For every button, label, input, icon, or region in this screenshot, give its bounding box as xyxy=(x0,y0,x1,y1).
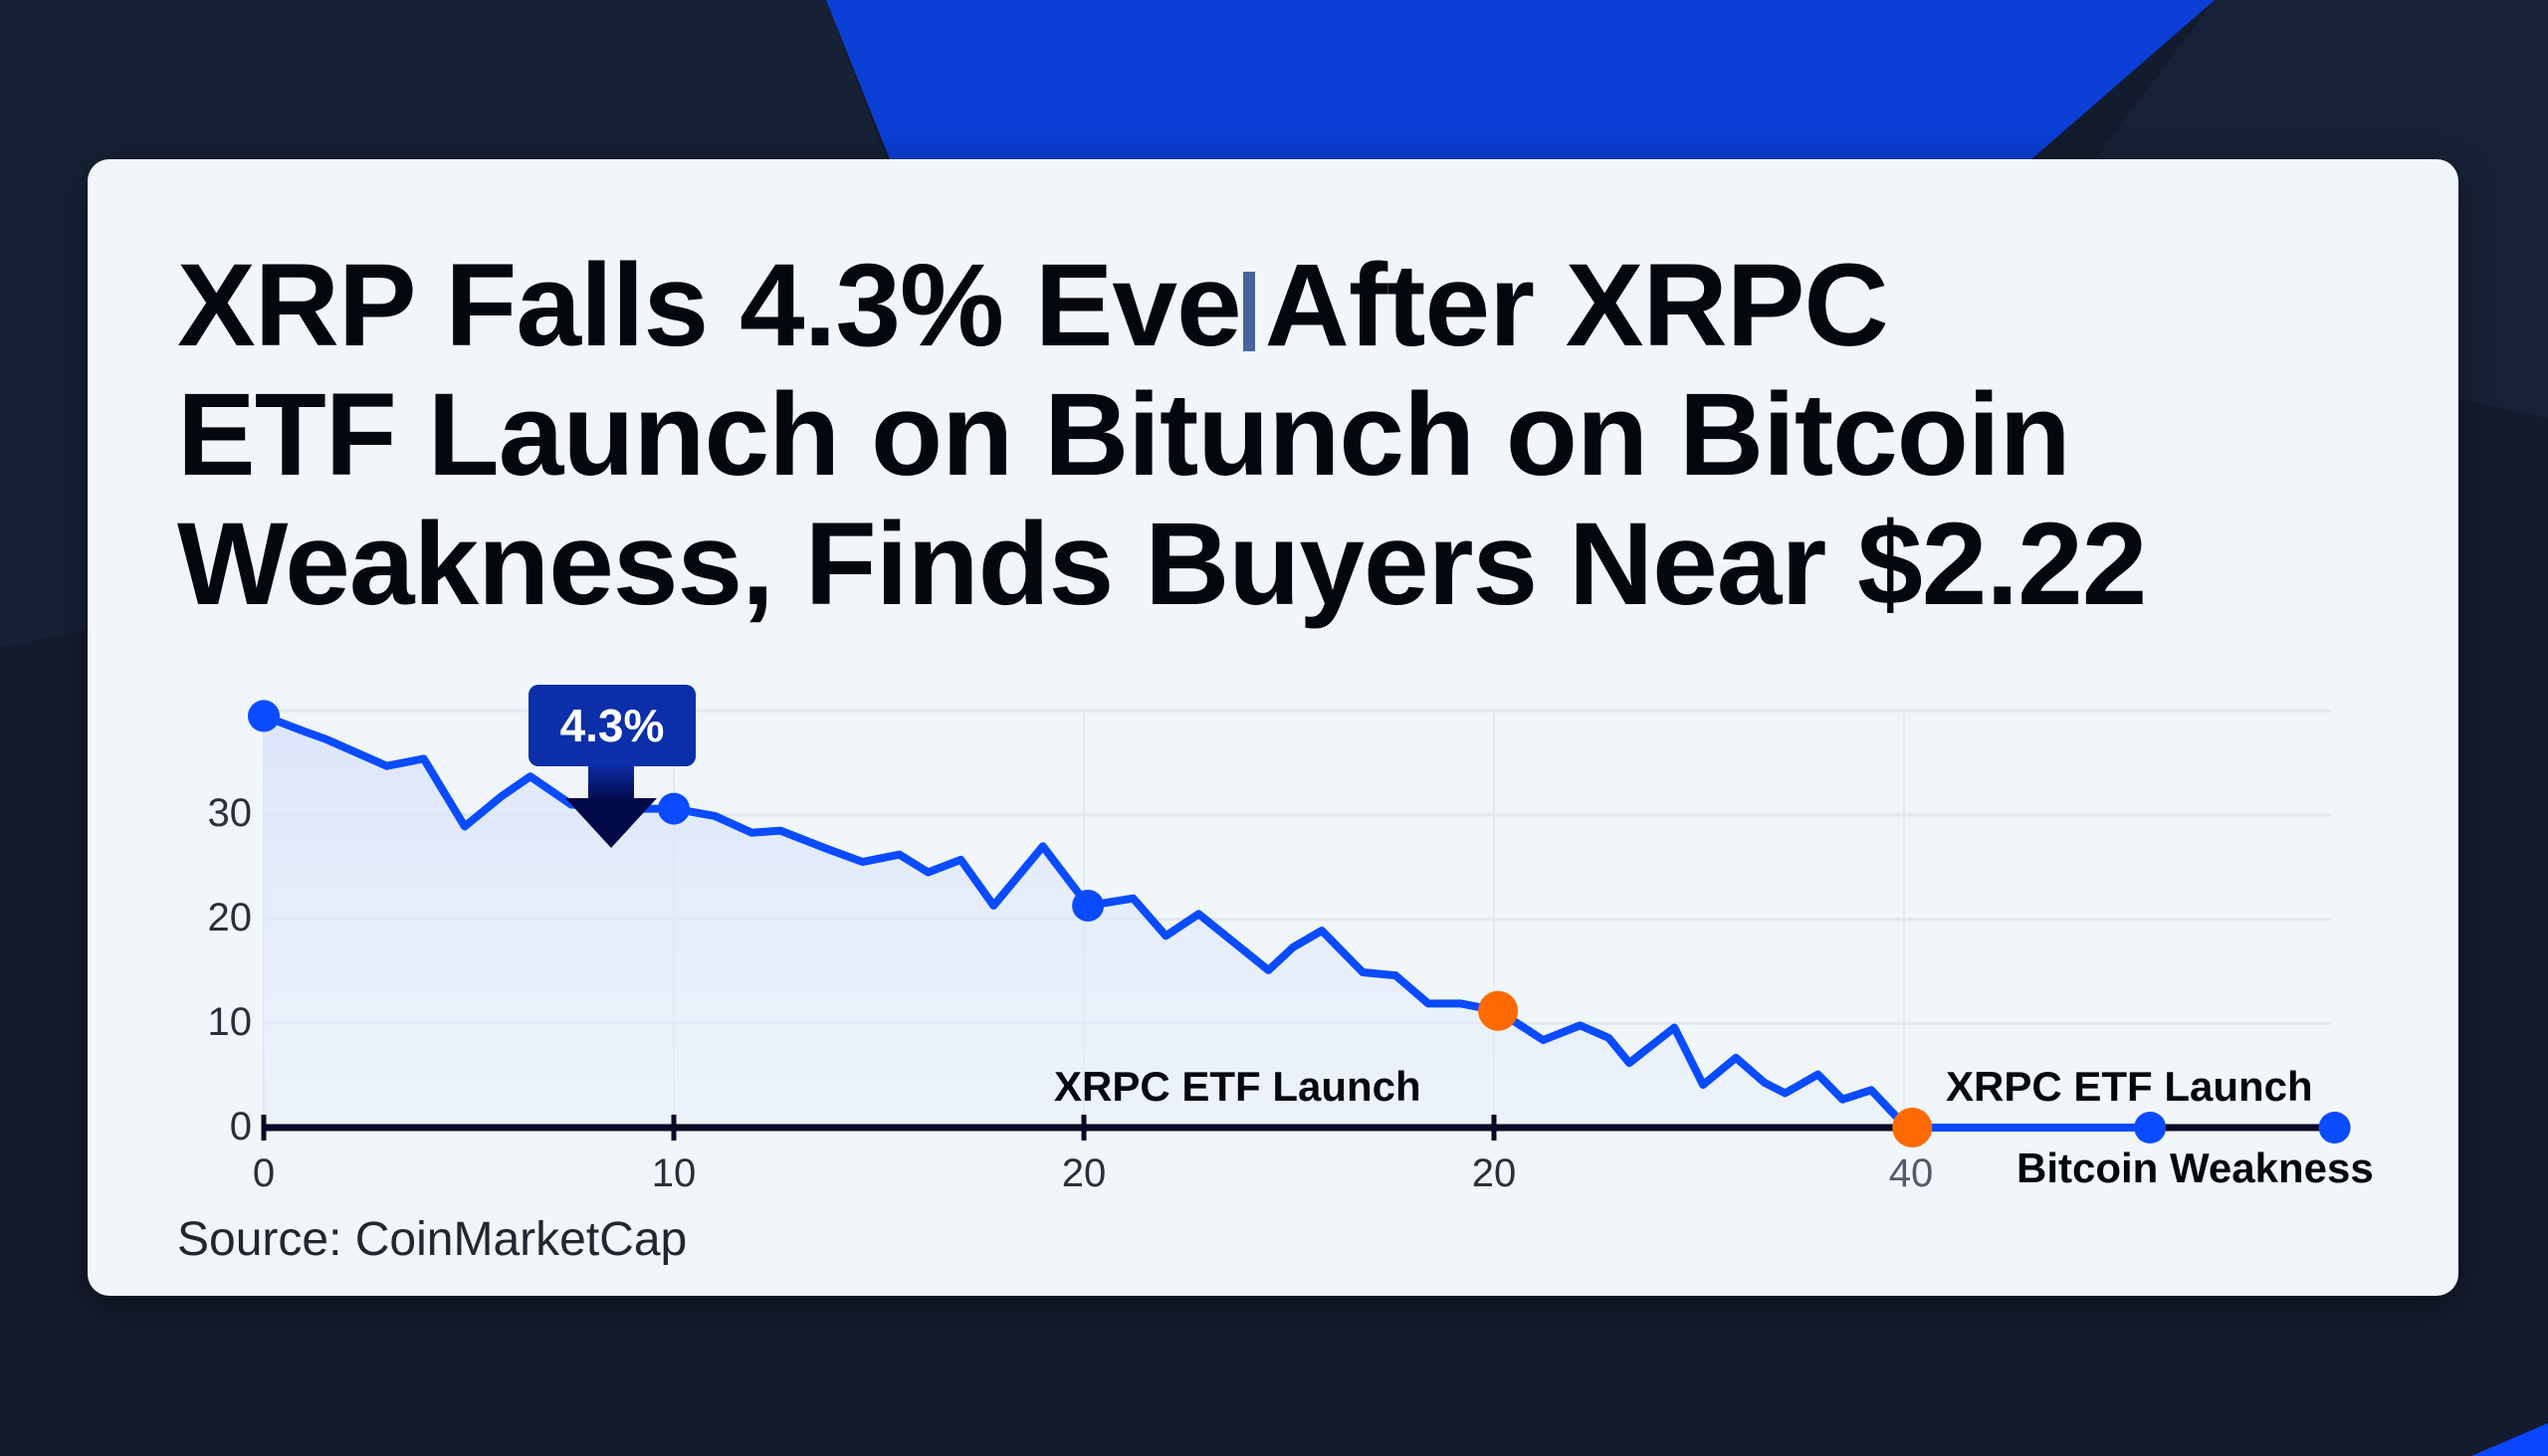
data-point-marker xyxy=(1892,1108,1933,1147)
headline-line-1: XRP Falls 4.3% Eve After XRPC xyxy=(177,241,2267,370)
x-tick-label: 40 xyxy=(1888,1151,1934,1195)
headline-line-1-part-a: XRP Falls 4.3% Eve xyxy=(177,240,1242,371)
annotation-etf-launch: XRPC ETF Launch xyxy=(1054,1063,1421,1110)
x-tick-label: 10 xyxy=(651,1151,697,1195)
data-point-marker xyxy=(1478,990,1519,1031)
y-tick-label: 0 xyxy=(229,1105,252,1148)
glitch-mark xyxy=(1242,272,1255,351)
data-point-marker xyxy=(248,700,280,732)
blue-corner-shape xyxy=(2471,1423,2548,1456)
data-point-marker xyxy=(2134,1112,2167,1144)
x-tick-label: 0 xyxy=(252,1151,276,1195)
annotation-bitcoin-weakness: Bitcoin Weakness xyxy=(2017,1144,2374,1191)
data-point-marker xyxy=(658,792,690,825)
price-line xyxy=(260,712,2155,1132)
arrow-down-icon xyxy=(565,764,657,848)
source-caption: Source: CoinMarketCap xyxy=(177,1213,688,1266)
y-tick-label: 30 xyxy=(207,791,253,835)
headline-line-2: ETF Launch on Bitunch on Bitcoin xyxy=(177,369,2071,501)
data-point-marker xyxy=(1072,889,1105,922)
drop-percent-badge: 4.3% xyxy=(529,685,696,766)
headline-line-1-part-b: After XRPC xyxy=(1264,240,1889,371)
data-markers xyxy=(248,700,2351,1147)
y-tick-label: 20 xyxy=(207,896,253,939)
y-tick-label: 10 xyxy=(207,1000,253,1044)
headline-line-3: Weakness, Finds Buyers Near $2.22 xyxy=(177,499,2147,630)
annotation-etf-launch-2: XRPC ETF Launch xyxy=(1946,1063,2313,1110)
data-point-marker xyxy=(2318,1112,2351,1144)
headline: XRP Falls 4.3% Eve After XRPC ETF Launch … xyxy=(177,241,2267,629)
x-tick-label: 20 xyxy=(1061,1151,1107,1195)
x-tick-label: 20 xyxy=(1471,1151,1517,1195)
